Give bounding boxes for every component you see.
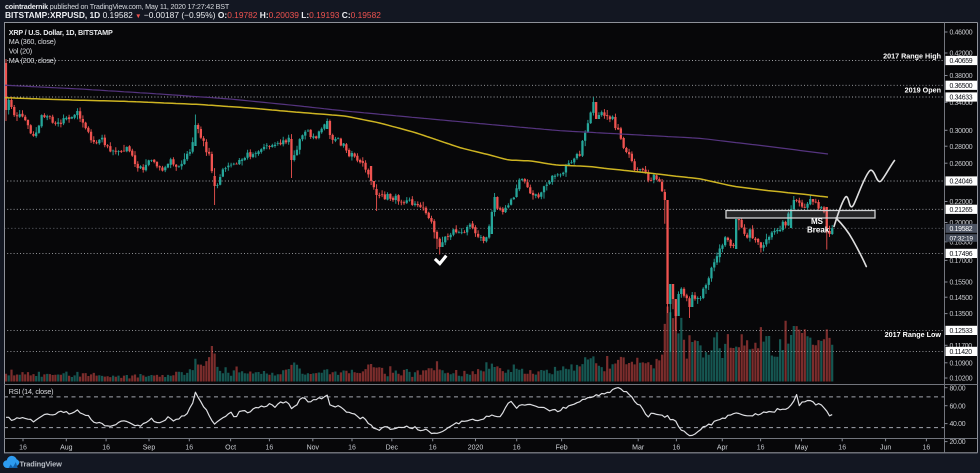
svg-text:0.46000: 0.46000 [950,30,973,37]
svg-text:16: 16 [19,445,27,452]
svg-text:16: 16 [429,445,437,452]
svg-text:0.12533: 0.12533 [950,328,973,335]
svg-text:80.00: 80.00 [950,385,966,392]
svg-text:0.22000: 0.22000 [950,199,973,206]
svg-text:0.30000: 0.30000 [950,128,973,135]
svg-text:16: 16 [923,445,931,452]
svg-text:BITSTAMP:XRPUSD, 1D 0.19582 ▼: BITSTAMP:XRPUSD, 1D 0.19582 ▼ −0.00187 (… [5,10,381,20]
svg-text:MA (360, close): MA (360, close) [9,37,56,46]
svg-text:0.15500: 0.15500 [950,280,973,287]
svg-text:0.34633: 0.34633 [950,95,973,102]
svg-text:0.13500: 0.13500 [950,311,973,318]
svg-text:0.28000: 0.28000 [950,144,973,151]
svg-text:0.18500: 0.18500 [950,239,973,246]
svg-text:16: 16 [348,445,356,452]
svg-text:cointradernik published on Tra: cointradernik published on TradingView.c… [5,2,230,11]
svg-text:20.00: 20.00 [950,439,966,446]
svg-text:Oct: Oct [225,445,236,452]
svg-text:16: 16 [266,445,274,452]
svg-text:Mar: Mar [632,445,645,452]
svg-text:0.38000: 0.38000 [950,73,973,80]
svg-text:0.26000: 0.26000 [950,161,973,168]
svg-text:0.21265: 0.21265 [950,207,973,214]
svg-text:16: 16 [102,445,110,452]
svg-text:16: 16 [838,445,846,452]
svg-text:RSI (14, close): RSI (14, close) [9,387,54,396]
svg-text:0.24046: 0.24046 [950,179,973,186]
svg-text:Jun: Jun [880,445,891,452]
svg-text:Nov: Nov [307,445,320,452]
svg-text:0.19582: 0.19582 [950,226,973,233]
svg-text:16: 16 [757,445,765,452]
svg-text:Apr: Apr [717,445,729,452]
svg-text:Vol (20): Vol (20) [9,47,32,56]
svg-text:May: May [795,445,809,452]
svg-text:0.34000: 0.34000 [950,100,973,107]
svg-text:MA (200, close): MA (200, close) [9,56,56,65]
svg-text:TradingView: TradingView [20,459,63,468]
svg-text:60.00: 60.00 [950,403,966,410]
svg-text:07:32:19: 07:32:19 [950,235,974,242]
svg-text:MS: MS [811,217,824,226]
svg-text:Break: Break [807,226,830,235]
svg-text:2017 Range High: 2017 Range High [883,51,941,60]
svg-text:0.40659: 0.40659 [950,58,973,65]
svg-text:2017 Range Low: 2017 Range Low [885,330,942,339]
svg-text:0.17000: 0.17000 [950,258,973,265]
svg-text:0.11700: 0.11700 [950,343,973,350]
svg-text:Sep: Sep [143,445,156,452]
svg-text:16: 16 [513,445,521,452]
svg-text:0.20000: 0.20000 [950,220,973,227]
svg-text:2019 Open: 2019 Open [905,85,941,94]
svg-text:40.00: 40.00 [950,421,966,428]
svg-text:16: 16 [185,445,193,452]
svg-text:0.14500: 0.14500 [950,295,973,302]
svg-text:Feb: Feb [556,445,568,452]
svg-text:0.10200: 0.10200 [950,376,973,383]
svg-text:16: 16 [673,445,681,452]
svg-text:0.17496: 0.17496 [950,251,973,258]
svg-text:0.10900: 0.10900 [950,360,973,367]
svg-text:Dec: Dec [386,445,399,452]
svg-text:0.42000: 0.42000 [950,51,973,58]
svg-text:0.11420: 0.11420 [950,349,973,356]
svg-text:0.36500: 0.36500 [950,83,973,90]
svg-text:XRP / U.S. Dollar, 1D, BITSTAM: XRP / U.S. Dollar, 1D, BITSTAMP [9,28,113,37]
svg-text:2020: 2020 [468,445,484,452]
svg-text:Aug: Aug [60,445,73,452]
